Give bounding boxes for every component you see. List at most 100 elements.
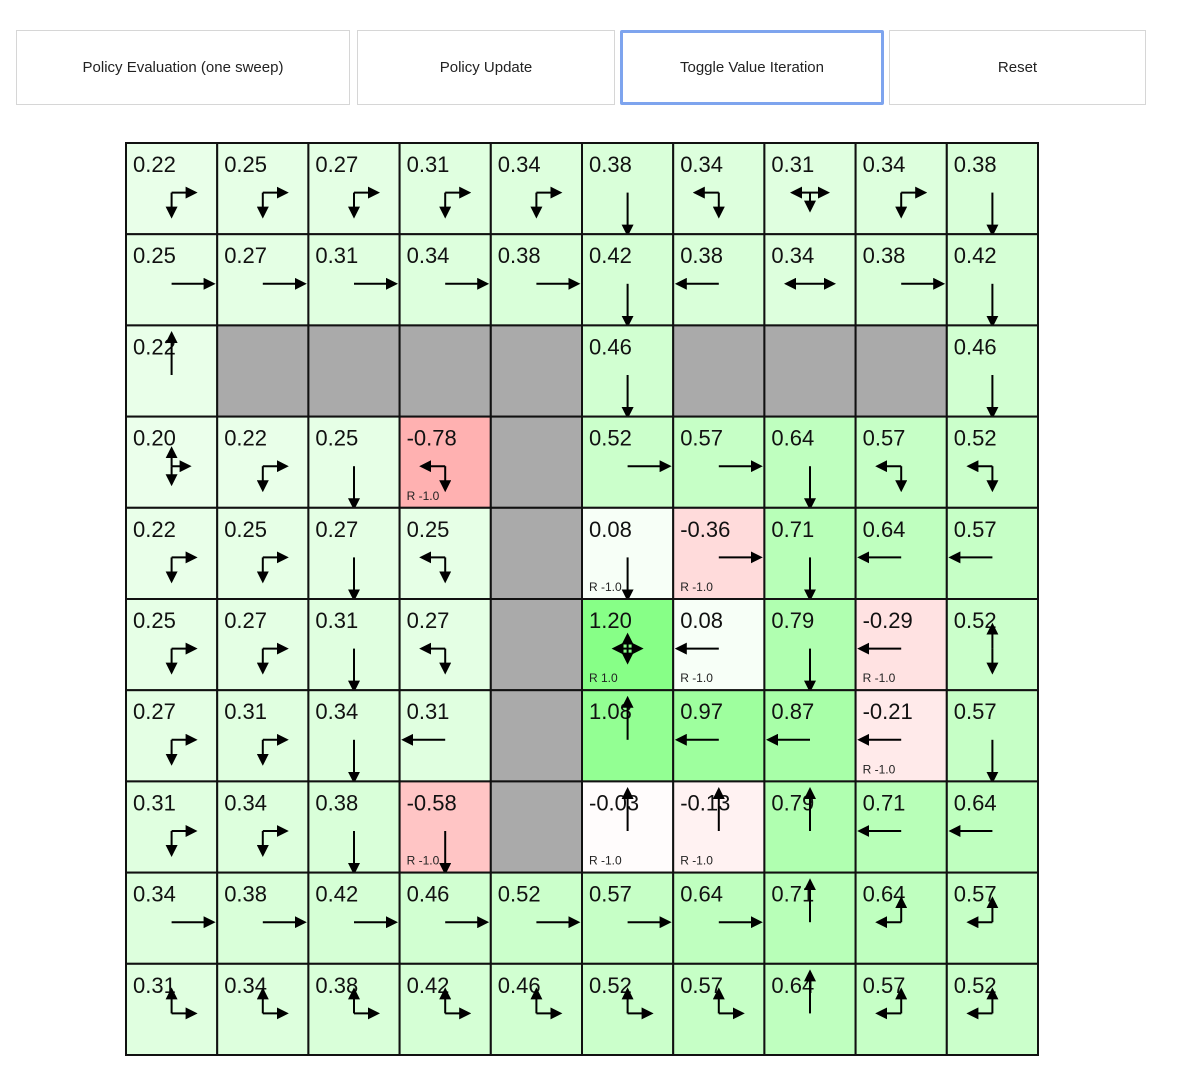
grid-cell[interactable]: 0.38 — [216, 871, 310, 965]
grid-cell[interactable]: 0.64 — [854, 871, 948, 965]
grid-cell[interactable]: -0.36 R -1.0 — [672, 506, 766, 600]
grid-cell[interactable]: 0.46 — [945, 324, 1039, 419]
grid-cell[interactable]: 0.38 — [489, 233, 583, 327]
grid-cell[interactable]: 0.31 — [763, 142, 857, 236]
wall-cell[interactable] — [489, 598, 583, 692]
grid-cell[interactable]: 0.38 — [581, 142, 675, 237]
grid-cell[interactable]: 0.31 — [398, 689, 492, 783]
grid-cell[interactable]: 0.31 — [398, 142, 492, 236]
grid-cell[interactable]: 0.34 — [854, 142, 948, 236]
grid-cell[interactable]: -0.29 R -1.0 — [854, 598, 948, 692]
grid-cell[interactable]: 0.87 — [763, 689, 857, 783]
grid-cell[interactable]: 0.25 — [216, 142, 310, 236]
grid-cell[interactable]: 0.52 — [581, 415, 675, 509]
grid-cell[interactable]: 0.27 — [216, 233, 310, 327]
grid-cell[interactable]: 0.34 — [398, 233, 492, 327]
grid-cell[interactable]: 1.20 R 1.0 — [581, 598, 675, 692]
grid-cell[interactable]: 0.34 — [216, 780, 310, 874]
grid-cell[interactable]: 1.08 — [581, 689, 675, 783]
grid-cell[interactable]: 0.25 — [125, 233, 219, 327]
grid-cell[interactable]: 0.08 R -1.0 — [581, 506, 675, 602]
grid-cell[interactable]: 0.57 — [672, 415, 766, 509]
wall-cell[interactable] — [489, 324, 583, 418]
grid-cell[interactable]: 0.71 — [763, 871, 857, 965]
grid-cell[interactable]: 0.57 — [945, 506, 1039, 600]
grid-cell[interactable]: 0.57 — [945, 689, 1039, 784]
grid-cell[interactable]: 0.52 — [945, 598, 1039, 692]
grid-cell[interactable]: 0.42 — [398, 962, 492, 1056]
grid-cell[interactable]: 0.42 — [581, 233, 675, 328]
grid-cell[interactable]: 0.52 — [581, 962, 675, 1056]
grid-cell[interactable]: 0.46 — [581, 324, 675, 419]
grid-cell[interactable]: 0.52 — [489, 871, 583, 965]
wall-cell[interactable] — [489, 506, 583, 600]
policy-evaluation-button[interactable]: Policy Evaluation (one sweep) — [16, 30, 350, 105]
grid-cell[interactable]: 0.22 — [125, 506, 219, 600]
toggle-value-iteration-button[interactable]: Toggle Value Iteration — [620, 30, 884, 105]
grid-cell[interactable]: 0.42 — [307, 871, 401, 965]
wall-cell[interactable] — [854, 324, 948, 418]
grid-cell[interactable]: 0.31 — [307, 233, 401, 327]
grid-cell[interactable]: 0.57 — [945, 871, 1039, 965]
grid-cell[interactable]: 0.57 — [854, 962, 948, 1056]
grid-cell[interactable]: -0.78 R -1.0 — [398, 415, 492, 509]
grid-cell[interactable]: 0.57 — [581, 871, 675, 965]
grid-cell[interactable]: 0.31 — [216, 689, 310, 783]
grid-cell[interactable]: 0.31 — [125, 780, 219, 874]
grid-cell[interactable]: 0.79 — [763, 598, 857, 693]
wall-cell[interactable] — [489, 415, 583, 509]
grid-cell[interactable]: 0.22 — [216, 415, 310, 509]
grid-cell[interactable]: 0.38 — [945, 142, 1039, 237]
grid-cell[interactable]: 0.71 — [854, 780, 948, 874]
grid-cell[interactable]: 0.34 — [307, 689, 401, 784]
grid-cell[interactable]: 0.38 — [307, 962, 401, 1056]
grid-cell[interactable]: 0.27 — [125, 689, 219, 783]
grid-cell[interactable]: 0.27 — [216, 598, 310, 692]
grid-cell[interactable]: 0.64 — [672, 871, 766, 965]
wall-cell[interactable] — [307, 324, 401, 418]
wall-cell[interactable] — [489, 780, 583, 874]
grid-cell[interactable]: 0.22 — [125, 142, 219, 236]
grid-cell[interactable]: 0.46 — [398, 871, 492, 965]
grid-cell[interactable]: 0.57 — [854, 415, 948, 509]
grid-cell[interactable]: 0.38 — [307, 780, 401, 875]
reset-button[interactable]: Reset — [889, 30, 1146, 105]
wall-cell[interactable] — [672, 324, 766, 418]
wall-cell[interactable] — [216, 324, 310, 418]
grid-cell[interactable]: 0.97 — [672, 689, 766, 783]
grid-cell[interactable]: 0.25 — [307, 415, 401, 511]
grid-cell[interactable]: 0.34 — [672, 142, 766, 236]
grid-cell[interactable]: 0.42 — [945, 233, 1039, 328]
grid-cell[interactable]: -0.03 R -1.0 — [581, 780, 675, 874]
grid-cell[interactable]: 0.79 — [763, 780, 857, 874]
grid-cell[interactable]: -0.21 R -1.0 — [854, 689, 948, 783]
grid-cell[interactable]: 0.34 — [489, 142, 583, 236]
grid-cell[interactable]: 0.08 R -1.0 — [672, 598, 766, 692]
grid-cell[interactable]: 0.27 — [307, 506, 401, 602]
grid-cell[interactable]: 0.25 — [216, 506, 310, 600]
grid-cell[interactable]: 0.38 — [672, 233, 766, 327]
grid-cell[interactable]: 0.27 — [398, 598, 492, 692]
grid-cell[interactable]: 0.38 — [854, 233, 948, 327]
grid-cell[interactable]: 0.64 — [763, 415, 857, 511]
grid-cell[interactable]: 0.25 — [398, 506, 492, 600]
grid-cell[interactable]: 0.52 — [945, 962, 1039, 1056]
grid-cell[interactable]: 0.64 — [945, 780, 1039, 874]
policy-update-button[interactable]: Policy Update — [357, 30, 615, 105]
grid-cell[interactable]: 0.31 — [125, 962, 219, 1056]
grid-cell[interactable]: 0.25 — [125, 598, 219, 692]
grid-cell[interactable]: 0.31 — [307, 598, 401, 693]
grid-cell[interactable]: 0.64 — [854, 506, 948, 600]
wall-cell[interactable] — [489, 689, 583, 783]
grid-cell[interactable]: 0.64 — [763, 962, 857, 1056]
grid-cell[interactable]: 0.34 — [216, 962, 310, 1056]
grid-cell[interactable]: 0.52 — [945, 415, 1039, 509]
grid-cell[interactable]: -0.58 R -1.0 — [398, 780, 492, 875]
grid-cell[interactable]: 0.34 — [125, 871, 219, 965]
grid-cell[interactable]: 0.22 — [125, 324, 219, 418]
grid-cell[interactable]: 0.57 — [672, 962, 766, 1056]
grid-cell[interactable]: 0.34 — [763, 233, 857, 327]
grid-cell[interactable]: 0.71 — [763, 506, 857, 602]
wall-cell[interactable] — [398, 324, 492, 418]
wall-cell[interactable] — [763, 324, 857, 418]
